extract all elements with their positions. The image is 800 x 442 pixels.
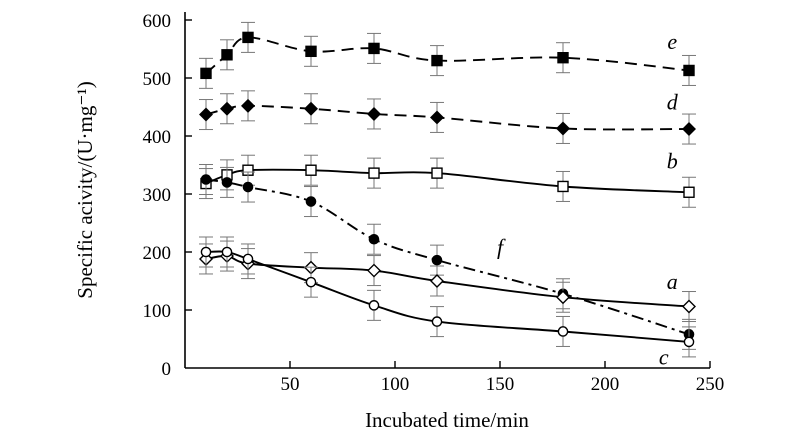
data-point [368,167,380,179]
data-point [242,253,254,265]
data-point [242,31,254,44]
data-point [221,177,233,188]
data-point [367,106,381,121]
series-c [199,236,696,358]
data-point [221,49,233,61]
series-layer [199,21,696,358]
data-point [305,276,317,288]
series-label-f: f [497,234,506,259]
y-tick-label: 200 [143,243,172,264]
data-point [367,263,381,278]
series-line-b [205,168,690,194]
series-label-b: b [667,149,678,174]
series-label-e: e [667,29,677,54]
data-point [431,54,443,67]
data-point [683,336,695,348]
data-point [220,101,234,116]
data-point [431,167,443,179]
series-label-a: a [667,269,678,294]
ticks: 0 100 200 300 400 500 600 50 100 150 200 250 [143,11,725,395]
data-point [242,181,254,193]
data-point [199,107,213,122]
y-tick-label: 300 [143,185,172,206]
y-tick-label: 500 [143,69,172,90]
series-f [199,164,696,350]
x-tick-label: 100 [381,374,410,395]
data-point [431,254,443,266]
y-tick-label: 600 [143,11,172,32]
data-point [368,300,380,311]
data-point [557,326,569,337]
data-point [430,110,444,125]
data-point [305,196,317,207]
plot-frame [184,12,710,369]
labels-layer: e d b f a c [497,29,679,370]
x-axis-title: Incubated time/min [365,408,529,432]
x-tick-label: 200 [591,374,620,395]
x-tick-label: 50 [281,374,300,395]
y-tick-label: 100 [143,301,172,322]
data-point [241,98,255,113]
series-d [199,90,696,145]
y-tick-label: 0 [162,359,172,380]
data-point [682,299,696,314]
series-label-c: c [659,345,669,370]
y-axis-title: Specific acivity/(U·mg⁻¹) [73,81,97,298]
x-tick-label: 250 [696,374,725,395]
data-point [368,233,380,245]
data-point [221,246,233,258]
data-point [305,45,317,58]
series-line-f [205,178,690,336]
data-point [430,274,444,288]
series-b [199,154,696,208]
data-point [304,101,318,116]
series-line-e [205,36,690,75]
data-point [556,290,570,305]
data-point [431,316,443,327]
series-e [199,21,696,89]
series-label-d: d [667,89,679,114]
data-point [683,64,695,77]
x-tick-label: 150 [486,374,515,395]
data-point [200,67,212,80]
data-point [556,121,570,136]
data-point [682,122,696,137]
data-point [683,186,695,198]
data-point [200,174,212,185]
data-point [557,52,569,64]
data-point [557,180,569,193]
series-a [199,240,696,323]
data-point [305,164,317,176]
series-line-d [205,104,690,131]
y-tick-label: 400 [143,127,172,148]
data-point [368,42,380,55]
data-point [200,246,212,258]
